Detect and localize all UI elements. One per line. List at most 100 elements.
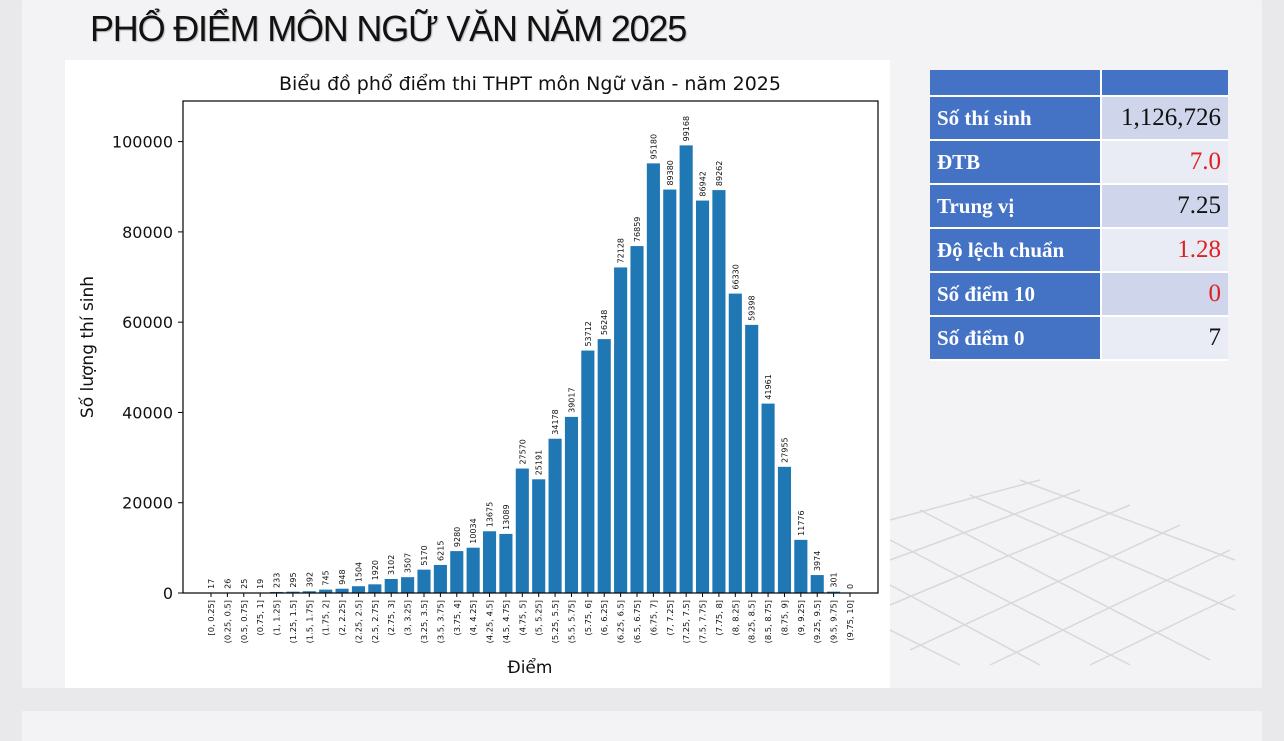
x-tick-label: (1.5, 1.75] <box>304 600 314 643</box>
bar <box>745 325 758 593</box>
bar <box>352 586 365 593</box>
stats-label: ĐTB <box>930 141 1102 185</box>
x-tick-label: (5.75, 6] <box>583 600 593 636</box>
bar <box>598 339 611 593</box>
bar <box>549 439 562 593</box>
x-tick-label: (5.5, 5.75] <box>566 600 576 643</box>
bar-value-label: 9280 <box>453 527 462 547</box>
bar-value-label: 745 <box>322 570 331 585</box>
stats-row-stddev: Độ lệch chuẩn 1.28 <box>930 229 1228 273</box>
x-tick-label: (7.25, 7.5] <box>681 600 691 643</box>
stats-label: Trung vị <box>930 185 1102 229</box>
chart-title: Biểu đồ phổ điểm thi THPT môn Ngữ văn - … <box>279 73 781 95</box>
bar-value-label: 1920 <box>371 560 380 580</box>
stats-row-mean: ĐTB 7.0 <box>930 141 1228 185</box>
bar <box>401 577 414 593</box>
bar <box>450 551 463 593</box>
bar <box>532 479 545 593</box>
bar <box>647 163 660 593</box>
stats-label: Số điểm 10 <box>930 273 1102 317</box>
bar-value-label: 13675 <box>486 502 495 527</box>
x-tick-label: (9.75, 10] <box>845 600 855 641</box>
bar <box>680 145 693 593</box>
x-tick-label: (5, 5.25] <box>534 600 544 636</box>
bar-value-label: 19 <box>256 579 265 589</box>
bar-value-label: 89262 <box>715 161 724 186</box>
chart-x-axis-label: Điểm <box>508 657 553 678</box>
bar-value-label: 27570 <box>518 439 527 464</box>
bar-value-label: 948 <box>338 569 347 584</box>
bar-value-label: 89380 <box>666 160 675 185</box>
stats-row-score-0: Số điểm 0 7 <box>930 317 1228 361</box>
bar <box>499 534 512 593</box>
bar-value-label: 10034 <box>469 518 478 543</box>
bar-value-label: 39017 <box>567 387 576 412</box>
bar <box>467 548 480 593</box>
x-tick-label: (7, 7.25] <box>665 600 675 636</box>
bar-value-label: 25191 <box>535 450 544 475</box>
bar-value-label: 72128 <box>617 238 626 263</box>
y-tick-label: 100000 <box>112 133 173 152</box>
chart-panel: Biểu đồ phổ điểm thi THPT môn Ngữ văn - … <box>65 60 890 688</box>
bar-value-label: 66330 <box>731 264 740 289</box>
x-tick-label: (2, 2.25] <box>337 600 347 636</box>
x-tick-label: (4, 4.25] <box>468 600 478 636</box>
chart-y-axis-label: Số lượng thí sinh <box>77 276 98 418</box>
bar-value-label: 3507 <box>404 553 413 573</box>
x-tick-label: (3.5, 3.75] <box>435 600 445 643</box>
bar <box>811 575 824 593</box>
x-tick-label: (9.25, 9.5] <box>812 600 822 643</box>
bar-value-label: 13089 <box>502 504 511 529</box>
bar-value-label: 41961 <box>764 374 773 399</box>
x-tick-label: (3.75, 4] <box>452 600 462 636</box>
stats-header-row <box>930 70 1228 97</box>
bar-value-label: 6215 <box>436 541 445 561</box>
x-tick-label: (0.75, 1] <box>255 600 265 636</box>
bar <box>581 351 594 593</box>
x-tick-label: (8.25, 8.5] <box>747 600 757 643</box>
bar <box>729 294 742 593</box>
bar <box>794 540 807 593</box>
bar <box>762 404 775 593</box>
bar <box>516 469 529 593</box>
stats-row-score-10: Số điểm 10 0 <box>930 273 1228 317</box>
stats-label: Số điểm 0 <box>930 317 1102 361</box>
stats-value: 7 <box>1102 317 1228 361</box>
bar-value-label: 56248 <box>600 310 609 335</box>
bar <box>368 584 381 593</box>
x-tick-label: (6.75, 7] <box>648 600 658 636</box>
bar-value-label: 76859 <box>633 217 642 242</box>
bar-value-label: 95180 <box>649 134 658 159</box>
x-tick-label: (4.5, 4.75] <box>501 600 511 643</box>
x-tick-label: (1.75, 2] <box>321 600 331 636</box>
stats-label: Số thí sinh <box>930 97 1102 141</box>
stats-label: Độ lệch chuẩn <box>930 229 1102 273</box>
x-tick-label: (9.5, 9.75] <box>829 600 839 643</box>
x-tick-label: [0, 0.25] <box>206 600 216 636</box>
bar-value-label: 34178 <box>551 409 560 434</box>
x-tick-label: (6.25, 6.5] <box>616 600 626 643</box>
x-tick-label: (2.75, 3] <box>386 600 396 636</box>
bar-value-label: 3974 <box>813 551 822 571</box>
bar-value-label: 59398 <box>748 295 757 320</box>
bar <box>565 417 578 593</box>
x-tick-label: (8.5, 8.75] <box>763 600 773 643</box>
x-tick-label: (0.25, 0.5] <box>222 600 232 643</box>
stats-value: 0 <box>1102 273 1228 317</box>
bar-value-label: 26 <box>223 579 232 589</box>
bar-value-label: 86942 <box>699 171 708 196</box>
bar-value-label: 25 <box>240 579 249 589</box>
stats-header-cell <box>930 70 1102 97</box>
x-tick-label: (4.75, 5] <box>517 600 527 636</box>
bar-value-label: 301 <box>830 572 839 587</box>
bar-value-label: 0 <box>846 584 855 589</box>
y-tick-label: 20000 <box>122 494 173 513</box>
stats-value: 1,126,726 <box>1102 97 1228 141</box>
bar-value-label: 53712 <box>584 321 593 346</box>
stats-table: Số thí sinh 1,126,726 ĐTB 7.0 Trung vị 7… <box>930 70 1228 361</box>
y-tick-label: 40000 <box>122 403 173 422</box>
bar <box>483 531 496 593</box>
bar <box>663 190 676 593</box>
stats-row-median: Trung vị 7.25 <box>930 185 1228 229</box>
